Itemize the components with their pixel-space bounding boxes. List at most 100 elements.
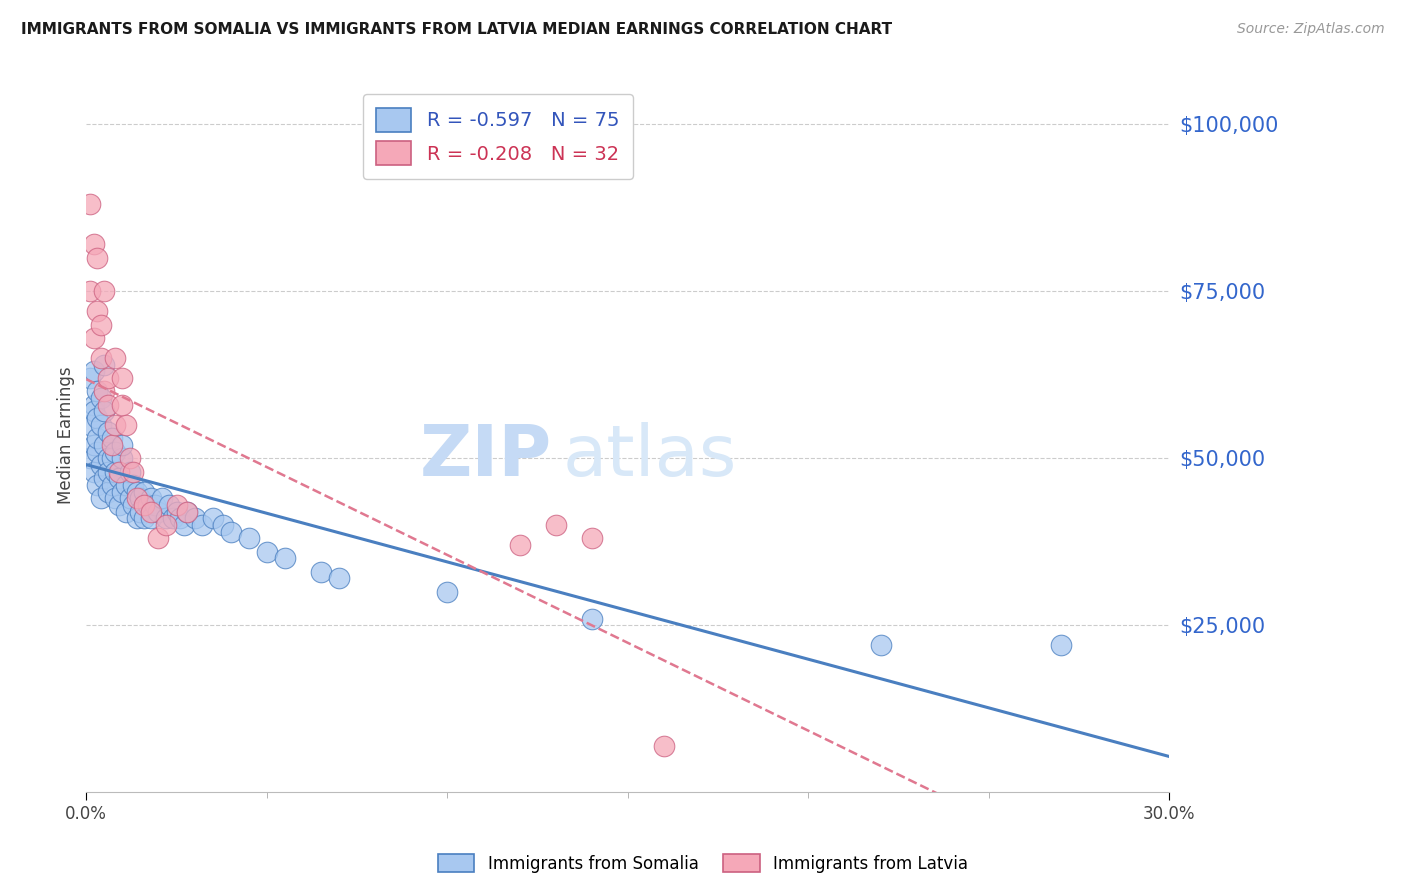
Point (155, 518, 177, 533)
Point (90, 458, 112, 472)
Point (183, 511, 205, 525)
Point (118, 451, 141, 466)
Point (86, 478, 108, 492)
Point (100, 431, 122, 445)
Point (436, 585, 458, 599)
Point (97, 484, 120, 499)
Point (169, 511, 191, 525)
Point (544, 518, 567, 533)
Point (166, 505, 188, 519)
Point (111, 371, 134, 385)
Point (100, 478, 122, 492)
Point (79, 197, 101, 211)
Point (107, 498, 129, 512)
Point (97, 451, 120, 466)
Point (115, 505, 138, 519)
Point (97, 371, 120, 385)
Point (90, 351, 112, 365)
Point (83, 398, 105, 412)
Text: IMMIGRANTS FROM SOMALIA VS IMMIGRANTS FROM LATVIA MEDIAN EARNINGS CORRELATION CH: IMMIGRANTS FROM SOMALIA VS IMMIGRANTS FR… (21, 22, 893, 37)
Point (122, 478, 145, 492)
Point (86, 384, 108, 399)
Point (122, 465, 145, 479)
Legend: R = -0.597   N = 75, R = -0.208   N = 32: R = -0.597 N = 75, R = -0.208 N = 32 (363, 95, 633, 178)
Point (83, 404, 105, 418)
Point (111, 438, 134, 452)
Point (100, 438, 122, 452)
Point (155, 511, 177, 525)
Point (93, 384, 115, 399)
Point (132, 498, 155, 512)
Point (652, 739, 675, 753)
Point (118, 491, 141, 506)
Point (509, 538, 531, 552)
Point (93, 358, 115, 372)
Point (90, 318, 112, 332)
Point (129, 505, 152, 519)
Point (104, 444, 127, 458)
Point (97, 398, 120, 412)
Point (581, 532, 603, 546)
Point (212, 518, 235, 533)
Point (166, 498, 188, 512)
Point (90, 391, 112, 405)
Point (136, 498, 159, 512)
Point (129, 491, 152, 506)
Point (143, 498, 166, 512)
Legend: Immigrants from Somalia, Immigrants from Latvia: Immigrants from Somalia, Immigrants from… (430, 847, 976, 880)
Point (83, 331, 105, 345)
Point (93, 471, 115, 485)
Point (238, 532, 260, 546)
Point (132, 484, 155, 499)
Point (93, 438, 115, 452)
Point (148, 532, 170, 546)
Point (125, 484, 148, 499)
Point (309, 565, 332, 579)
Point (173, 518, 195, 533)
Point (125, 491, 148, 506)
Point (118, 465, 141, 479)
Point (79, 417, 101, 432)
Point (115, 478, 138, 492)
Text: atlas: atlas (562, 422, 737, 491)
Point (125, 511, 148, 525)
Point (104, 491, 127, 506)
Point (100, 451, 122, 466)
Text: Source: ZipAtlas.com: Source: ZipAtlas.com (1237, 22, 1385, 37)
Point (90, 491, 112, 506)
Point (176, 505, 198, 519)
Point (79, 451, 101, 466)
Point (86, 411, 108, 425)
Point (97, 425, 120, 439)
Point (107, 465, 129, 479)
Point (86, 304, 108, 318)
Point (79, 284, 101, 298)
Point (86, 431, 108, 445)
Point (162, 511, 184, 525)
Point (148, 505, 170, 519)
Point (274, 551, 297, 566)
Point (90, 417, 112, 432)
Point (256, 545, 278, 559)
Point (111, 484, 134, 499)
Text: ZIP: ZIP (420, 422, 553, 491)
Point (191, 518, 214, 533)
Point (141, 511, 163, 525)
Point (93, 404, 115, 418)
Point (104, 417, 127, 432)
Point (111, 398, 134, 412)
Point (1050, 638, 1073, 652)
Point (132, 511, 155, 525)
Point (86, 444, 108, 458)
Point (83, 465, 105, 479)
Point (93, 284, 115, 298)
Point (176, 505, 198, 519)
Y-axis label: Median Earnings: Median Earnings (58, 366, 75, 504)
Point (83, 438, 105, 452)
Point (86, 251, 108, 265)
Point (79, 371, 101, 385)
Point (83, 364, 105, 378)
Point (869, 638, 891, 652)
Point (581, 611, 603, 625)
Point (201, 511, 224, 525)
